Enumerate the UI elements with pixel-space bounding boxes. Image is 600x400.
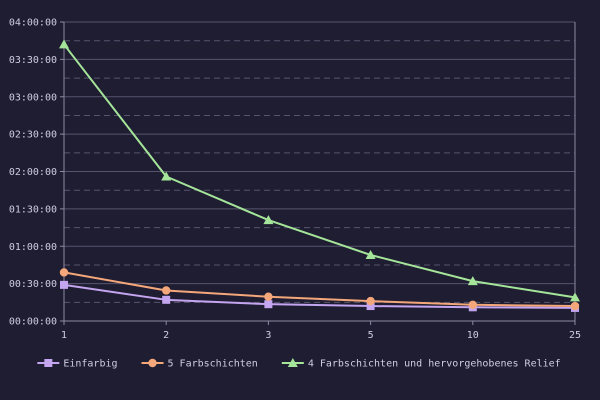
data-point (366, 296, 375, 306)
y-tick-label: 03:30:00 (9, 55, 57, 66)
y-tick-label: 02:00:00 (9, 167, 57, 178)
data-point (161, 171, 172, 181)
y-tick-label: 03:00:00 (9, 92, 57, 103)
x-tick-label: 5 (368, 330, 374, 341)
x-tick-label: 10 (467, 330, 479, 341)
data-point (366, 302, 375, 311)
legend-label: 4 Farbschichten und hervorgehobenes Reli… (308, 359, 561, 370)
data-point (162, 295, 171, 304)
legend-item-1: 5 Farbschichten (141, 358, 258, 370)
legend-item-2: 4 Farbschichten und hervorgehobenes Reli… (281, 358, 561, 370)
series-2 (59, 39, 580, 302)
data-point (570, 301, 580, 311)
legend-label: 5 Farbschichten (168, 359, 258, 370)
data-point (468, 300, 477, 310)
grid (64, 21, 575, 322)
data-point (467, 276, 478, 286)
data-point (263, 215, 274, 225)
y-tick-label: 01:30:00 (9, 204, 57, 215)
series-line (63, 43, 576, 299)
series-line (63, 271, 576, 308)
legend-marker (44, 359, 53, 367)
y-tick-label: 00:30:00 (9, 279, 57, 290)
x-tick-label: 2 (163, 330, 169, 341)
data-point (365, 249, 376, 259)
axes: 00:00:00 00:30:00 01:00:00 01:30:00 02:00:00… (9, 18, 581, 342)
legend-marker (148, 358, 157, 368)
data-point (264, 300, 273, 309)
x-tick-label: 3 (265, 330, 271, 341)
series-line (63, 283, 576, 309)
series (59, 39, 580, 312)
data-point (570, 292, 580, 302)
legend-label: Einfarbig (63, 359, 117, 370)
legend-item-0: Einfarbig (37, 359, 118, 370)
legend: Einfarbig 5 Farbschichten 4 Farbschichten … (37, 358, 561, 370)
data-point (60, 280, 68, 289)
legend-marker (287, 358, 298, 367)
data-point (162, 286, 171, 295)
data-point (59, 268, 69, 277)
y-tick-label: 04:00:00 (9, 18, 57, 29)
data-point (59, 39, 69, 49)
y-tick-label: 02:30:00 (9, 130, 57, 141)
x-tick-label: 25 (569, 330, 581, 341)
x-tick-label: 1 (61, 330, 67, 341)
data-point (264, 292, 273, 301)
y-tick-label: 00:00:00 (9, 317, 57, 328)
series-1 (59, 268, 580, 311)
y-tick-label: 01:00:00 (9, 242, 57, 253)
